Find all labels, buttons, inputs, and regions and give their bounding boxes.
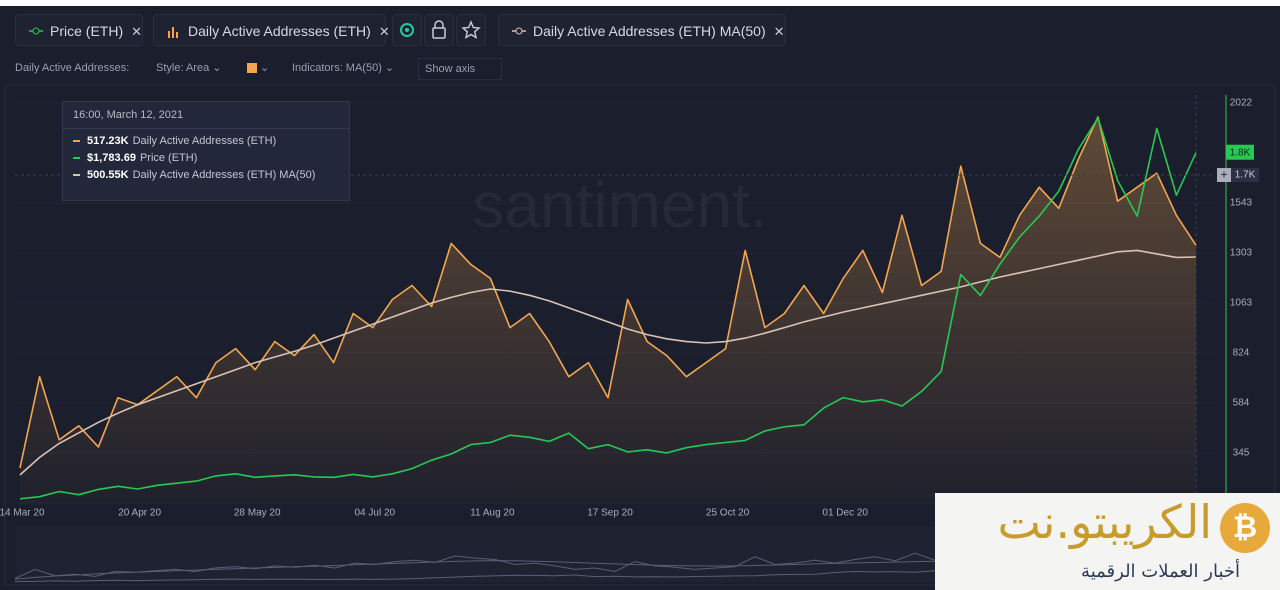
price-badge: 1.8K: [1230, 147, 1251, 158]
y-tick-label: 2022: [1230, 98, 1253, 109]
bar-icon: [168, 27, 178, 38]
close[interactable]: ✕: [378, 24, 390, 39]
crosshair-label: 1.7K: [1235, 170, 1256, 181]
tooltip-value: 500.55K: [87, 169, 129, 181]
color-swatch: [247, 63, 257, 74]
series-line: [19, 249, 1197, 476]
gear-icon: [400, 23, 414, 37]
tooltip-row: 517.23K Daily Active Addresses (ETH): [63, 133, 349, 150]
x-tick-label: 25 Oct 20: [706, 508, 750, 519]
tooltip-series: Price (ETH): [139, 152, 198, 164]
crosshair-badge-bg: [1217, 168, 1231, 182]
indicators-text: Indicators: MA(50): [292, 62, 382, 74]
x-tick-label: 17 Sep 20: [587, 508, 633, 519]
tab-label: Price (ETH): [50, 23, 124, 39]
tooltip: 16:00, March 12, 2021 517.23K Daily Activ…: [62, 101, 350, 201]
close[interactable]: ✕: [131, 24, 143, 39]
x-tick-label: 14 Mar 20: [0, 508, 45, 519]
series-line: [19, 117, 1197, 500]
show-axis-text: Show axis: [425, 63, 476, 75]
site-logo: ₿ الكريبتو.نت أخبار العملات الرقمية: [935, 493, 1280, 590]
y-tick-label: 1063: [1230, 298, 1253, 309]
tab-label: Daily Active Addresses (ETH) MA(50): [533, 23, 766, 39]
style-text: Style: Area: [156, 62, 210, 74]
y-tick-label: 824: [1233, 348, 1250, 359]
tab-ma[interactable]: Daily Active Addresses (ETH) MA(50) ✕: [498, 14, 786, 46]
tab-daa[interactable]: Daily Active Addresses (ETH) ✕: [153, 14, 390, 46]
crosshair-plus: +: [1220, 168, 1227, 182]
logo-coin: ₿: [1220, 503, 1270, 553]
price-badge-bg: [1226, 144, 1254, 160]
tooltip-swatch: [73, 157, 80, 160]
crosshair-label-bg: [1231, 168, 1259, 182]
tooltip-swatch: [73, 174, 80, 177]
lock-icon: [432, 20, 446, 39]
color-select[interactable]: ⌄: [247, 58, 269, 78]
close[interactable]: ✕: [773, 24, 785, 39]
lock-button[interactable]: [424, 14, 454, 46]
x-tick-label: 01 Dec 20: [822, 508, 868, 519]
line-icon: [29, 27, 43, 35]
logo-text: الكريبتو.نت: [997, 495, 1212, 549]
settings-label: Daily Active Addresses:: [15, 62, 130, 74]
tab-price[interactable]: Price (ETH) ✕: [15, 14, 143, 46]
settings-button[interactable]: [392, 14, 422, 46]
y-tick-label: 584: [1233, 398, 1250, 409]
x-tick-label: 20 Apr 20: [118, 508, 161, 519]
y-tick-label: 345: [1233, 448, 1250, 459]
top-strip: [0, 0, 1280, 6]
x-tick-label: 04 Jul 20: [355, 508, 396, 519]
tooltip-row: $1,783.69 Price (ETH): [63, 150, 349, 167]
tooltip-series: Daily Active Addresses (ETH) MA(50): [132, 169, 316, 181]
tooltip-value: $1,783.69: [87, 152, 136, 164]
x-tick-label: 11 Aug 20: [470, 508, 515, 519]
x-tick-label: 28 May 20: [234, 508, 281, 519]
watermark: santiment.: [472, 169, 767, 241]
star-button[interactable]: [456, 14, 486, 46]
tooltip-swatch: [73, 140, 80, 143]
tab-label: Daily Active Addresses (ETH): [188, 23, 371, 39]
show-axis[interactable]: Show axis: [418, 58, 502, 80]
tooltip-rows: 517.23K Daily Active Addresses (ETH) $1,78…: [63, 129, 349, 184]
y-tick-label: 1543: [1230, 198, 1253, 209]
star-icon: [461, 20, 481, 39]
style-select[interactable]: Style: Area ⌄: [156, 62, 222, 74]
tooltip-row: 500.55K Daily Active Addresses (ETH) MA(5…: [63, 167, 349, 184]
tooltip-title: 16:00, March 12, 2021: [63, 102, 349, 129]
logo-tagline: أخبار العملات الرقمية: [1081, 561, 1240, 582]
tooltip-series: Daily Active Addresses (ETH): [132, 135, 277, 147]
series-line: [19, 116, 1197, 469]
tooltip-value: 517.23K: [87, 135, 129, 147]
indicators-select[interactable]: Indicators: MA(50) ⌄: [292, 62, 395, 74]
y-tick-label: 1303: [1230, 248, 1253, 259]
chart-frame: [4, 84, 1276, 586]
line-icon: [512, 27, 526, 35]
